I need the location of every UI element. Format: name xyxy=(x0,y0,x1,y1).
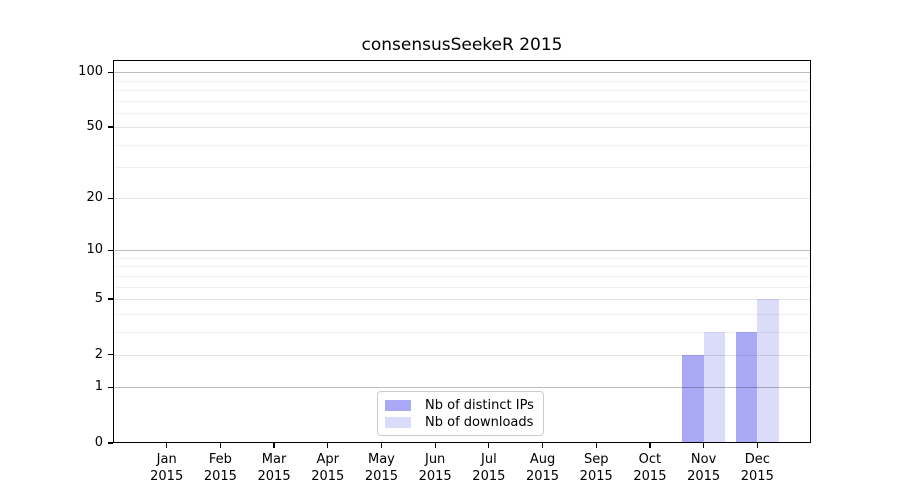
grid-layer xyxy=(113,60,811,443)
legend-swatch-distinct-ips xyxy=(385,400,411,411)
x-tick-label-month: May xyxy=(368,452,395,467)
x-tick-mark xyxy=(756,443,758,448)
gridline xyxy=(113,250,811,252)
x-tick-label-month: Jan xyxy=(156,452,177,467)
bar-distinct-ips-dec xyxy=(735,331,758,443)
chart-title: consensusSeekeR 2015 xyxy=(361,35,563,55)
y-tick-label: 1 xyxy=(94,379,103,395)
x-tick-label-year: 2015 xyxy=(418,469,452,484)
bar-downloads-dec xyxy=(757,299,779,443)
y-tick-mark xyxy=(108,126,113,128)
gridline-minor xyxy=(113,144,811,146)
x-tick-mark xyxy=(541,443,544,448)
gridline-minor xyxy=(113,100,811,102)
gridline-minor xyxy=(113,286,811,288)
y-tick-mark xyxy=(108,197,113,199)
x-tick-label-year: 2015 xyxy=(633,469,667,484)
y-tick-label: 100 xyxy=(78,64,103,80)
gridline xyxy=(113,72,811,74)
gridline-minor xyxy=(113,112,811,114)
gridline xyxy=(113,387,811,389)
x-tick-mark xyxy=(327,443,329,448)
x-tick-mark xyxy=(219,443,221,448)
gridline-minor xyxy=(113,167,811,169)
y-tick-label: 50 xyxy=(86,119,103,135)
x-tick-label-month: Mar xyxy=(261,452,287,467)
x-tick-mark xyxy=(166,443,168,448)
x-tick-label-month: Feb xyxy=(208,452,232,467)
x-tick-mark xyxy=(703,443,705,448)
legend-swatch-downloads xyxy=(385,417,411,428)
y-tick-mark xyxy=(108,442,113,444)
gridline-minor xyxy=(113,80,811,82)
legend-label-downloads: Nb of downloads xyxy=(425,415,534,430)
x-tick-label-year: 2015 xyxy=(203,469,237,484)
gridline-minor xyxy=(113,313,811,315)
x-tick-mark xyxy=(273,443,275,448)
gridline xyxy=(113,127,811,129)
legend-row-distinct-ips: Nb of distinct IPs xyxy=(385,397,543,414)
y-tick-label: 0 xyxy=(94,435,103,450)
x-tick-label-year: 2015 xyxy=(150,469,184,484)
y-tick-label: 20 xyxy=(86,190,103,206)
x-tick-label-year: 2015 xyxy=(525,469,560,484)
x-tick-mark xyxy=(595,443,597,448)
y-tick-mark xyxy=(108,249,113,251)
bar-downloads-nov xyxy=(703,331,726,443)
y-tick-label: 5 xyxy=(94,291,103,307)
legend-label-distinct-ips: Nb of distinct IPs xyxy=(425,398,534,413)
x-tick-label-month: Jul xyxy=(481,452,497,467)
y-tick-mark xyxy=(108,354,113,356)
x-tick-label-year: 2015 xyxy=(579,469,613,484)
x-tick-label-month: Nov xyxy=(690,452,717,467)
x-tick-label-month: Oct xyxy=(638,452,662,467)
gridline xyxy=(113,299,811,301)
x-tick-label-year: 2015 xyxy=(740,469,774,484)
gridline-minor xyxy=(113,257,811,259)
bar-distinct-ips-nov xyxy=(682,354,704,443)
x-tick-mark xyxy=(434,443,436,448)
x-tick-label-year: 2015 xyxy=(257,469,291,484)
legend-row-downloads: Nb of downloads xyxy=(385,414,543,431)
y-tick-mark xyxy=(108,71,113,73)
bars-layer xyxy=(113,60,811,443)
y-tick-label: 10 xyxy=(86,242,103,258)
gridline-minor xyxy=(113,89,811,91)
plot-area xyxy=(113,60,811,443)
x-tick-label-month: Dec xyxy=(744,452,770,467)
y-tick-mark xyxy=(108,298,113,300)
x-tick-label-year: 2015 xyxy=(687,469,721,484)
gridline-minor xyxy=(113,331,811,333)
x-tick-mark xyxy=(488,443,490,448)
gridline-minor xyxy=(113,275,811,277)
gridline xyxy=(113,198,811,200)
y-tick-label: 2 xyxy=(94,346,103,362)
x-tick-label-month: Jun xyxy=(424,452,446,467)
x-tick-label-year: 2015 xyxy=(311,469,345,484)
x-tick-label-month: Apr xyxy=(316,452,340,467)
x-tick-label-year: 2015 xyxy=(472,469,506,484)
gridline xyxy=(113,354,811,356)
y-tick-mark xyxy=(108,386,113,388)
x-tick-label-month: Sep xyxy=(583,452,609,467)
x-tick-label-month: Aug xyxy=(529,452,556,467)
legend: Nb of distinct IPs Nb of downloads xyxy=(377,391,544,436)
x-tick-mark xyxy=(649,443,651,448)
x-tick-label-year: 2015 xyxy=(364,469,398,484)
gridline-minor xyxy=(113,266,811,268)
x-tick-mark xyxy=(380,443,383,448)
